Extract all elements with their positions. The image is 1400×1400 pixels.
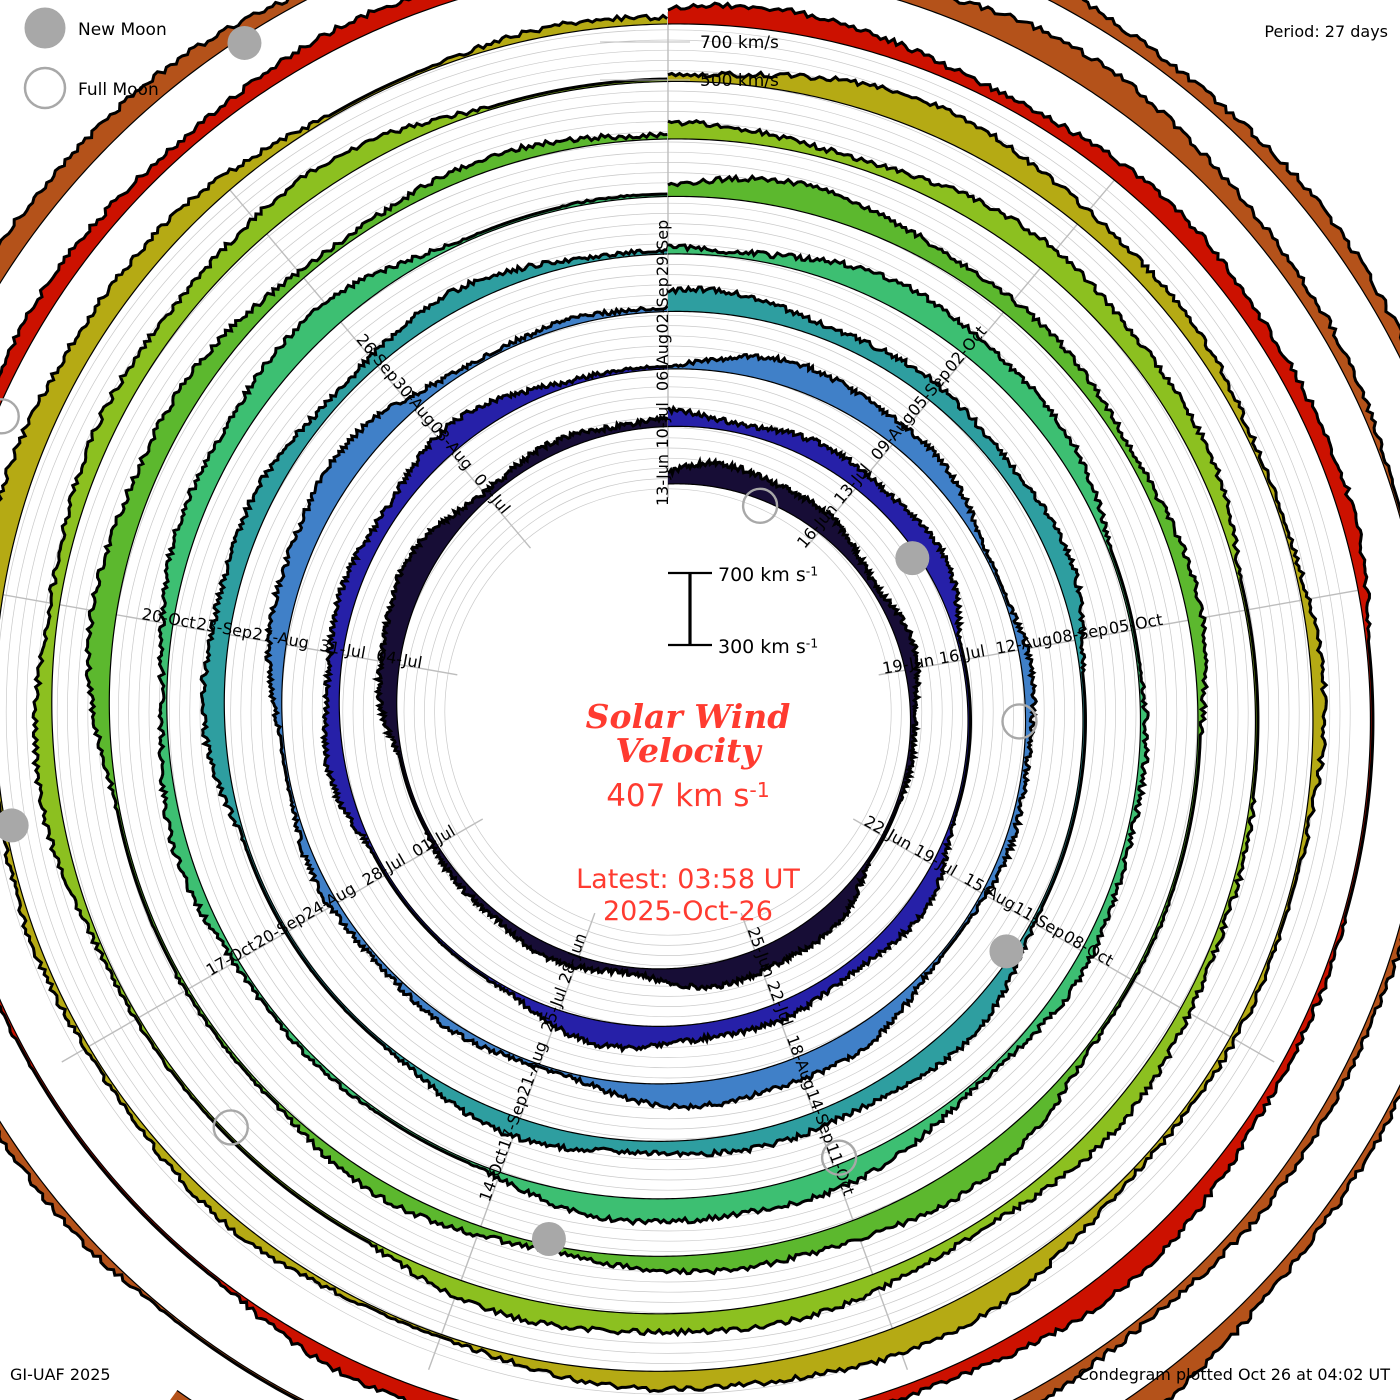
date-label: 22-Jun <box>861 812 916 854</box>
center-latest-time: Latest: 03:58 UT <box>576 864 800 895</box>
full-moon-marker <box>1001 703 1038 740</box>
axis-tick-500: 500 km/s <box>700 71 779 91</box>
date-label: 10-Jul <box>653 402 672 448</box>
radial-axis-labels: 700 km/s 500 km/s <box>600 33 779 91</box>
center-title-line1: Solar Wind <box>586 697 791 736</box>
full-moon-icon <box>23 66 67 110</box>
velocity-trace <box>199 247 1087 1159</box>
velocity-trace <box>1081 0 1400 1400</box>
rotation-baseline <box>0 23 1314 1372</box>
date-label: 24-Aug <box>300 879 359 924</box>
rotation-baseline <box>51 80 1257 1315</box>
full-moon-marker <box>212 1109 249 1146</box>
new-moon-marker <box>227 25 262 60</box>
scale-bar-top-label: 700 km s-1 <box>718 563 818 586</box>
velocity-trace <box>264 304 1038 1112</box>
new-moon-marker <box>0 808 29 843</box>
period-label: Period: 27 days <box>1264 22 1388 41</box>
rotation-baseline <box>176 0 1400 1400</box>
center-mask <box>454 498 882 926</box>
scale-bar-bottom-label: 300 km s-1 <box>718 635 818 658</box>
velocity-trace <box>371 414 922 992</box>
new-moon-marker <box>989 934 1024 969</box>
date-label: 13-Jun <box>653 454 672 506</box>
center-current-value: 407 km s-1 <box>606 778 770 814</box>
rotation-baseline <box>223 253 1084 1142</box>
velocity-trace <box>0 13 1329 1394</box>
moon-legend: New Moon Full Moon <box>23 7 167 110</box>
rotation-baseline <box>396 425 912 970</box>
velocity-trace <box>31 77 1260 1338</box>
center-title-line2: Velocity <box>615 731 763 770</box>
date-label: 06-Aug <box>653 334 672 391</box>
credit-label: GI-UAF 2025 <box>10 1365 111 1384</box>
full-moon-marker <box>741 487 779 524</box>
scale-bar: 700 km s-1 300 km s-1 <box>668 563 818 658</box>
date-label: 29-Sep <box>653 220 672 276</box>
center-latest-date: 2025-Oct-26 <box>603 896 773 927</box>
date-label: 31-Jul <box>318 636 367 663</box>
new-moon-label: New Moon <box>78 20 167 40</box>
rotation-baseline <box>108 138 1199 1257</box>
rotation-baseline <box>166 195 1142 1200</box>
new-moon-marker <box>895 541 930 576</box>
date-label: 28-Jul <box>359 850 409 890</box>
plotted-timestamp: Condegram plotted Oct 26 at 04:02 UT <box>1077 1365 1390 1384</box>
full-moon-label: Full Moon <box>78 80 159 100</box>
full-moon-marker <box>820 1139 858 1176</box>
velocity-trace <box>84 131 1210 1276</box>
full-moon-marker <box>0 398 20 435</box>
new-moon-marker <box>531 1222 566 1257</box>
velocity-trace <box>156 192 1151 1227</box>
new-moon-icon <box>24 7 66 49</box>
date-label: 11-Sep <box>1010 898 1068 943</box>
rotation-baseline <box>281 310 1027 1085</box>
moon-markers <box>0 25 1038 1257</box>
date-label: 02-Sep <box>653 277 672 333</box>
velocity-trace <box>319 364 973 1054</box>
axis-tick-700: 700 km/s <box>700 33 779 53</box>
